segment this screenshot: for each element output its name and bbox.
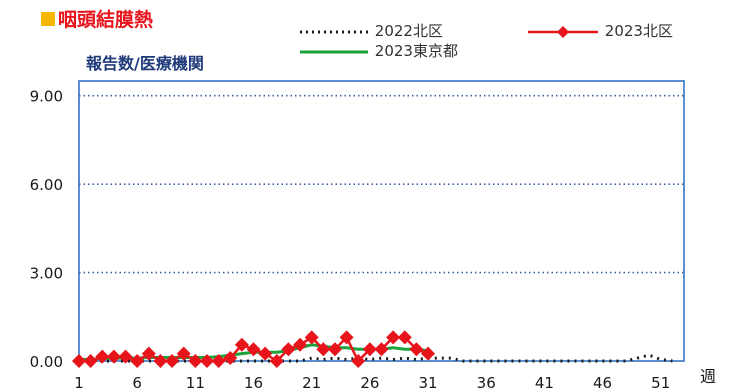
data-point [304,330,319,345]
data-point [421,346,436,361]
data-point [223,351,238,366]
title-marker-icon [41,12,55,26]
x-tick-label: 31 [418,374,437,392]
legend-label: 2023北区 [604,22,673,40]
data-point [246,342,261,357]
data-point [188,354,203,368]
data-point [176,346,191,361]
data-point [95,349,110,364]
x-tick-label: 46 [593,374,612,392]
data-point [199,354,214,368]
data-point [234,337,249,352]
plot-frame [78,80,685,362]
data-point [269,354,284,368]
legend-swatch-solid [300,50,368,53]
x-tick-label: 51 [651,374,670,392]
data-point [327,342,342,357]
y-tick-label: 0.00 [30,353,63,371]
legend-entry-2023-kita: 2023北区 [526,20,673,41]
data-point [118,349,133,364]
x-tick-label: 36 [477,374,496,392]
legend-label: 2023東京都 [374,42,458,60]
legend-swatch-dotted [300,30,368,33]
data-point [316,342,331,357]
data-point [141,346,156,361]
y-tick-label: 9.00 [30,88,63,106]
data-point [293,337,308,352]
x-tick-label: 41 [535,374,554,392]
x-tick-label: 11 [186,374,205,392]
data-point [258,346,273,361]
x-tick-label: 21 [302,374,321,392]
chart-title: 咽頭結膜熱 [58,9,154,31]
data-point [83,354,98,368]
y-axis-label: 報告数/医療機関 [86,54,204,73]
x-tick-label: 26 [360,374,379,392]
legend-entry-2022: 2022北区 [298,20,443,41]
x-tick-label: 16 [244,374,263,392]
data-point [153,354,168,368]
data-point [397,330,412,345]
legend-swatch-diamond [528,25,598,38]
x-tick-label: 1 [74,374,84,392]
y-tick-label: 3.00 [30,265,63,283]
data-point [130,354,145,368]
data-point [211,354,226,368]
data-point [281,342,296,357]
y-tick-label: 6.00 [30,176,63,194]
legend-label: 2022北区 [374,22,443,40]
data-point [374,342,389,357]
legend-entry-2023-tokyo: 2023東京都 [298,40,458,61]
series-1 [72,330,436,368]
data-point [106,349,121,364]
data-point [386,330,401,345]
data-point [409,342,424,357]
data-point [72,354,86,368]
data-point [351,354,366,368]
x-axis-label: 週 [700,367,716,386]
x-tick-label: 6 [132,374,142,392]
data-point [165,354,180,368]
data-point [339,330,354,345]
data-point [362,342,377,357]
